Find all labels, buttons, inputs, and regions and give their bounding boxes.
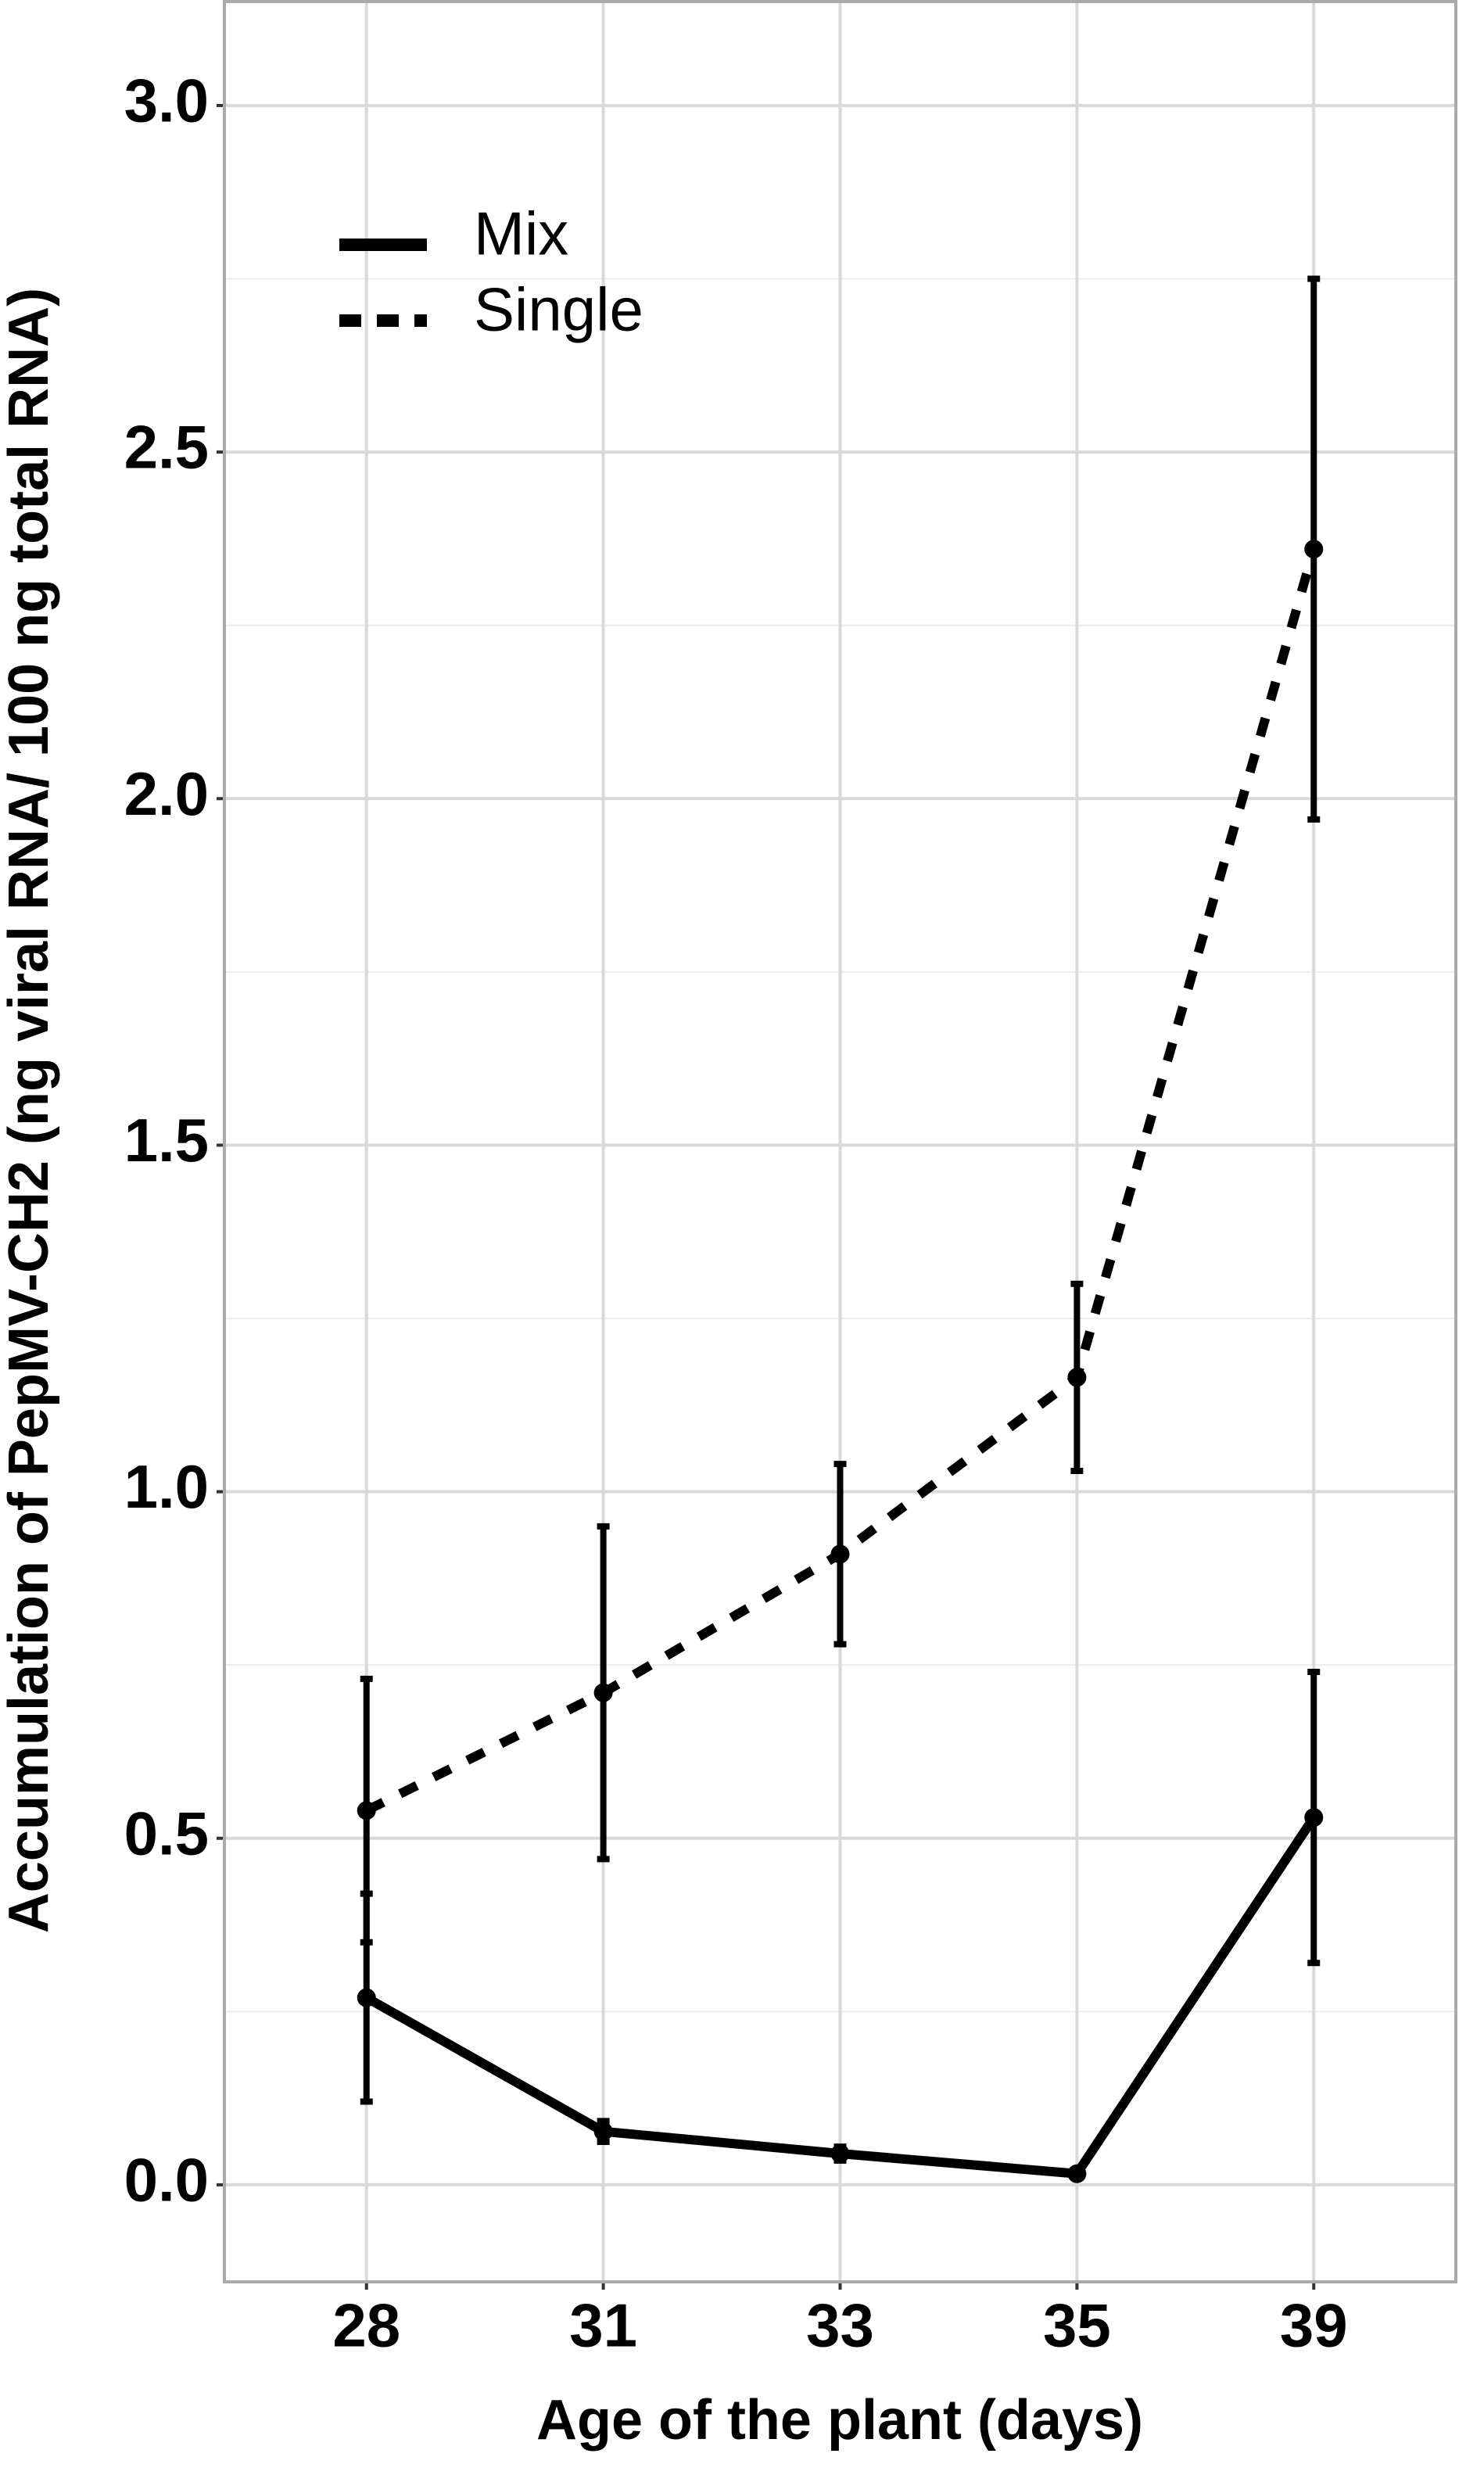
point xyxy=(1304,540,1324,559)
y-tick-label: 0.5 xyxy=(124,1799,209,1867)
plot-border xyxy=(223,0,1457,2283)
legend-label: Single xyxy=(474,275,643,344)
y-tick-label: 2.0 xyxy=(124,759,209,828)
x-tick-label: 35 xyxy=(1043,2291,1111,2360)
point xyxy=(357,1988,376,2007)
point xyxy=(830,2144,850,2164)
legend-label: Mix xyxy=(474,199,568,268)
y-tick-label: 1.0 xyxy=(124,1452,209,1521)
y-tick-label: 2.5 xyxy=(124,413,209,482)
x-tick-label: 28 xyxy=(332,2291,400,2360)
point xyxy=(357,1801,376,1820)
point xyxy=(1067,1368,1087,1387)
x-tick-label: 33 xyxy=(806,2291,874,2360)
y-axis-title: Accumulation of PepMV-CH2 (ng viral RNA/… xyxy=(0,288,60,1933)
point xyxy=(830,1544,850,1564)
y-tick-label: 0.0 xyxy=(124,2146,209,2215)
x-tick-label: 31 xyxy=(569,2291,637,2360)
y-tick-label: 1.5 xyxy=(124,1106,209,1175)
point xyxy=(1067,2164,1087,2183)
point xyxy=(593,1683,613,1702)
y-tick-label: 3.0 xyxy=(124,66,209,135)
point xyxy=(593,2122,613,2141)
x-axis-title: Age of the plant (days) xyxy=(536,2389,1143,2452)
point xyxy=(1304,1808,1324,1828)
x-tick-label: 39 xyxy=(1280,2291,1348,2360)
